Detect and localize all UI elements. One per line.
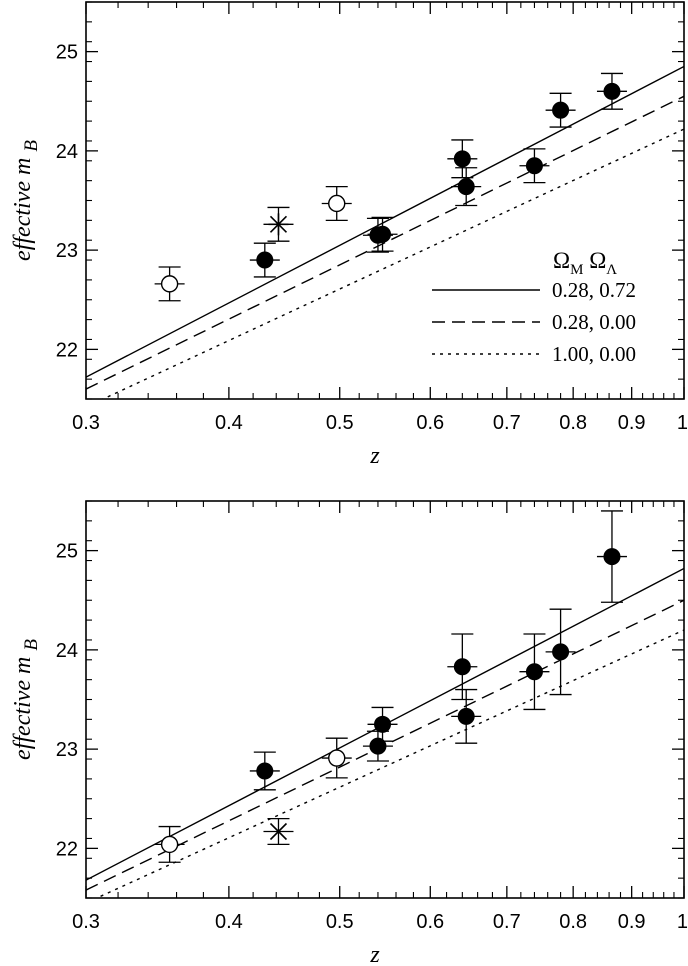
data-point-filled-circle — [367, 706, 398, 742]
model-line-dashed — [86, 95, 684, 390]
x-tick-label: 1 — [677, 911, 688, 933]
legend: ΩM ΩΛ0.28, 0.720.28, 0.001.00, 0.00 — [432, 248, 636, 366]
model-line-dotted — [101, 128, 684, 399]
marker-filled-circle — [603, 82, 621, 100]
legend-header-sub-l: Λ — [606, 262, 617, 278]
x-tick-label: 0.3 — [72, 911, 100, 933]
data-point-filled-circle — [249, 751, 280, 791]
top-panel: 0.3 0.4 0.5 0.6 0.7 0.8 0.9 1 22 23 24 25 z effective… — [10, 1, 688, 469]
x-tick-label: 0.5 — [326, 911, 354, 933]
marker-open-circle — [160, 275, 179, 293]
data-point-open-circle — [154, 825, 185, 863]
marker-filled-circle — [256, 251, 274, 269]
data-point-open-circle — [321, 737, 352, 779]
data-point-filled-circle — [451, 167, 482, 207]
y-axis-title-main: effective m — [10, 152, 36, 261]
legend-header-omega-l: Ω — [589, 248, 606, 273]
x-tick-label: 0.7 — [493, 911, 521, 933]
data-point-open-circle — [321, 185, 352, 222]
data-point-open-circle — [154, 266, 185, 302]
y-tick-label: 23 — [56, 739, 78, 761]
data-point-filled-circle — [596, 510, 627, 603]
model-lines — [86, 567, 684, 898]
x-axis-title: z — [369, 443, 380, 469]
x-tick-label: 0.5 — [326, 412, 354, 434]
marker-filled-circle — [369, 737, 387, 755]
model-line-solid — [86, 65, 684, 378]
x-tick-label: 0.4 — [215, 911, 243, 933]
x-tick-label: 0.7 — [493, 412, 521, 434]
x-axis-title: z — [369, 942, 380, 966]
x-tick-label: 0.4 — [215, 412, 243, 434]
plot-frame — [85, 1, 685, 400]
y-axis-title: effective m B — [10, 639, 42, 760]
marker-filled-circle — [552, 101, 570, 119]
marker-filled-circle — [453, 150, 471, 168]
y-axis-title-sub: B — [21, 639, 42, 651]
data-point-asterisk — [263, 206, 294, 242]
marker-open-circle — [328, 194, 346, 213]
data-point-filled-circle — [596, 72, 627, 110]
marker-filled-circle — [374, 715, 392, 733]
legend-label: 0.28, 0.72 — [552, 278, 636, 302]
x-tick-label: 0.3 — [72, 412, 100, 434]
data-point-filled-circle — [451, 688, 482, 744]
data-point-filled-circle — [519, 148, 550, 184]
legend-header-omega-m: Ω — [553, 248, 570, 273]
x-tick-label: 0.9 — [618, 412, 646, 434]
x-tick-label: 0.8 — [559, 911, 587, 933]
legend-header: ΩM ΩΛ — [553, 248, 617, 278]
data-points — [154, 510, 627, 863]
marker-open-circle — [328, 749, 346, 767]
marker-filled-circle — [525, 157, 543, 175]
data-point-filled-circle — [545, 608, 576, 696]
y-axis-title-sub: B — [21, 140, 42, 152]
x-tick-label: 0.8 — [559, 412, 587, 434]
marker-filled-circle — [457, 178, 475, 196]
data-point-filled-circle — [249, 242, 280, 278]
data-point-filled-circle — [367, 216, 398, 252]
data-point-filled-circle — [519, 633, 550, 711]
legend-label: 1.00, 0.00 — [552, 342, 636, 366]
y-axis-title-main: effective m — [10, 651, 36, 760]
y-tick-label: 22 — [56, 339, 78, 361]
data-point-cross — [263, 817, 294, 846]
y-tick-label: 25 — [56, 42, 78, 64]
marker-filled-circle — [453, 658, 471, 676]
model-lines — [86, 65, 684, 399]
model-line-dotted — [95, 629, 684, 898]
legend-header-sub-m: M — [570, 262, 583, 278]
data-points — [154, 72, 627, 302]
bottom-panel: 0.3 0.4 0.5 0.6 0.7 0.8 0.9 1 22 23 24 25 z effective… — [10, 500, 688, 966]
y-tick-label: 24 — [56, 141, 78, 163]
y-tick-label: 24 — [56, 640, 78, 662]
x-tick-label: 1 — [677, 412, 688, 434]
x-tick-label: 0.6 — [416, 412, 444, 434]
marker-filled-circle — [457, 707, 475, 725]
marker-asterisk-d2 — [269, 215, 288, 233]
legend-label: 0.28, 0.00 — [552, 310, 636, 334]
y-tick-label: 25 — [56, 541, 78, 563]
data-point-filled-circle — [447, 139, 478, 179]
y-axis-title: effective m B — [10, 140, 42, 261]
y-tick-label: 23 — [56, 240, 78, 262]
x-tick-label: 0.6 — [416, 911, 444, 933]
marker-filled-circle — [603, 548, 621, 566]
marker-cross-d2 — [269, 822, 288, 841]
x-tick-label: 0.9 — [618, 911, 646, 933]
marker-filled-circle — [525, 663, 543, 681]
marker-filled-circle — [552, 643, 570, 661]
data-point-filled-circle — [447, 633, 478, 701]
y-tick-label: 22 — [56, 838, 78, 860]
marker-filled-circle — [256, 762, 274, 780]
marker-open-circle — [160, 835, 179, 854]
data-point-filled-circle — [362, 730, 393, 762]
marker-filled-circle — [374, 225, 392, 243]
data-point-filled-circle — [545, 92, 576, 128]
